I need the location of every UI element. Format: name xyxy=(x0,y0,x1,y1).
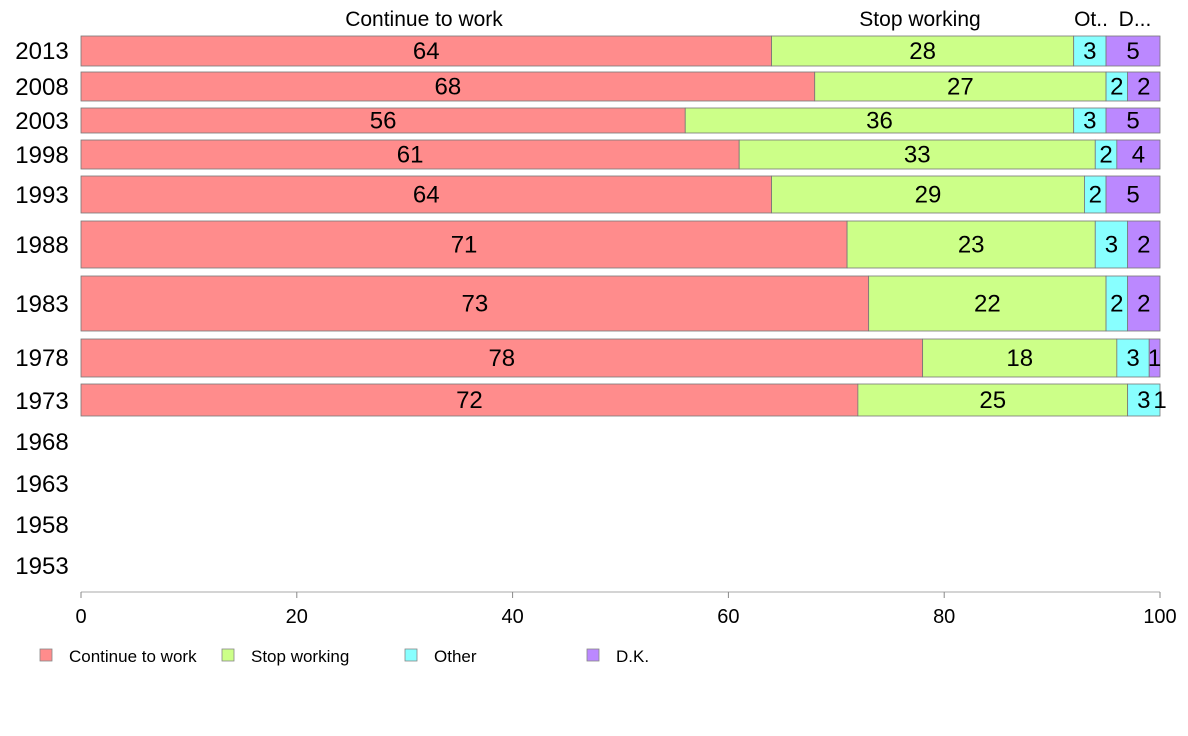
x-tick-label-40: 40 xyxy=(501,606,523,628)
bar-segment-1988-d-k- xyxy=(1127,220,1161,269)
year-label-1953: 1953 xyxy=(15,553,68,580)
bar-segment-1978-other xyxy=(1116,338,1150,378)
data-label-1988-3: 3 xyxy=(1105,232,1118,259)
data-label-1978-3: 3 xyxy=(1126,345,1139,372)
bar-segment-1988-continue-to-work xyxy=(80,220,848,269)
bar-segment-2003-d-k- xyxy=(1105,107,1161,134)
data-label-1988-1: 71 xyxy=(451,232,478,259)
year-labels: 2013 2008 2003 1998 1993 1988 1983 1978 1973 1968… xyxy=(15,38,68,580)
data-label-1973-1: 72 xyxy=(456,387,483,414)
legend-swatch-4 xyxy=(586,648,600,662)
column-header-4: D... xyxy=(1119,8,1152,31)
column-header-2: Stop working xyxy=(859,8,980,31)
bar-segment-1998-continue-to-work xyxy=(80,139,740,170)
bar-segment-2003-continue-to-work xyxy=(80,107,686,134)
bar-segment-1973-other xyxy=(1127,383,1161,417)
year-label-1993: 1993 xyxy=(15,182,68,209)
bar-segment-2013-continue-to-work xyxy=(80,35,772,67)
legend-swatch-1 xyxy=(39,648,53,662)
bar-segment-1978-d-k- xyxy=(1148,338,1161,378)
data-label-2013-4: 5 xyxy=(1126,38,1139,65)
data-label-1998-1: 61 xyxy=(397,142,424,169)
bar-segment-1993-d-k- xyxy=(1105,175,1161,214)
year-label-1963: 1963 xyxy=(15,471,68,498)
year-label-2003: 2003 xyxy=(15,108,68,135)
data-label-1993-4: 5 xyxy=(1126,182,1139,209)
x-tick-label-100: 100 xyxy=(1143,606,1176,628)
data-label-2013-2: 28 xyxy=(909,38,936,65)
legend: Continue to work Stop working Other D.K. xyxy=(39,647,649,666)
bar-segment-2008-stop-working xyxy=(814,71,1107,102)
bar-segment-1998-stop-working xyxy=(738,139,1096,170)
bar-segment-2013-d-k- xyxy=(1105,35,1161,67)
data-label-2003-3: 3 xyxy=(1083,108,1096,135)
data-label-2003-2: 36 xyxy=(866,108,893,135)
year-label-1973: 1973 xyxy=(15,388,68,415)
data-label-1978-2: 18 xyxy=(1006,345,1033,372)
x-tick-label-0: 0 xyxy=(75,606,86,628)
year-label-1958: 1958 xyxy=(15,512,68,539)
data-label-1988-2: 23 xyxy=(958,232,985,259)
bar-segment-2013-other xyxy=(1073,35,1107,67)
legend-label-2: Stop working xyxy=(251,647,349,666)
bar-segment-1973-continue-to-work xyxy=(80,383,859,417)
legend-label-3: Other xyxy=(434,647,477,666)
data-label-1983-3: 2 xyxy=(1110,291,1123,318)
data-label-1973-4: 1 xyxy=(1153,387,1166,414)
column-header-3: Ot.. xyxy=(1074,8,1108,31)
bar-segment-1988-stop-working xyxy=(846,220,1096,269)
data-label-1993-2: 29 xyxy=(915,182,942,209)
bar-segment-1983-stop-working xyxy=(868,275,1107,332)
legend-label-4: D.K. xyxy=(616,647,649,666)
year-label-1978: 1978 xyxy=(15,345,68,372)
bar-segment-2003-other xyxy=(1073,107,1107,134)
data-label-2003-1: 56 xyxy=(370,108,397,135)
data-label-1978-4: 1 xyxy=(1148,345,1161,372)
x-axis: 0 20 40 60 80 100 xyxy=(75,591,1177,628)
data-label-1998-4: 4 xyxy=(1132,142,1145,169)
data-label-1973-3: 3 xyxy=(1137,387,1150,414)
data-label-1998-3: 2 xyxy=(1099,142,1112,169)
bar-segment-1978-stop-working xyxy=(922,338,1118,378)
legend-label-1: Continue to work xyxy=(69,647,197,666)
data-label-1988-4: 2 xyxy=(1137,232,1150,259)
data-label-1993-3: 2 xyxy=(1089,182,1102,209)
year-label-1968: 1968 xyxy=(15,429,68,456)
bar-segment-2003-stop-working xyxy=(684,107,1075,134)
data-label-1998-2: 33 xyxy=(904,142,931,169)
data-label-1973-2: 25 xyxy=(979,387,1006,414)
year-label-2008: 2008 xyxy=(15,74,68,101)
data-label-1983-2: 22 xyxy=(974,291,1001,318)
x-tick-label-80: 80 xyxy=(933,606,955,628)
data-label-1983-1: 73 xyxy=(461,291,488,318)
x-tick-label-20: 20 xyxy=(286,606,308,628)
data-label-2003-4: 5 xyxy=(1126,108,1139,135)
year-label-1988: 1988 xyxy=(15,232,68,259)
legend-swatch-2 xyxy=(221,648,235,662)
bar-segment-2008-continue-to-work xyxy=(80,71,816,102)
column-headers: Continue to work Stop working Ot.. D... xyxy=(345,8,1151,31)
bar-segment-2013-stop-working xyxy=(771,35,1075,67)
bar-segment-2008-d-k- xyxy=(1127,71,1161,102)
year-label-2013: 2013 xyxy=(15,38,68,65)
data-label-1978-1: 78 xyxy=(488,345,515,372)
data-label-1983-4: 2 xyxy=(1137,291,1150,318)
column-header-1: Continue to work xyxy=(345,8,503,31)
bar-segment-1983-continue-to-work xyxy=(80,275,870,332)
data-label-2008-4: 2 xyxy=(1137,74,1150,101)
bar-segment-1983-d-k- xyxy=(1127,275,1161,332)
data-label-2008-3: 2 xyxy=(1110,74,1123,101)
data-label-2013-3: 3 xyxy=(1083,38,1096,65)
data-label-2008-1: 68 xyxy=(435,74,462,101)
year-label-1983: 1983 xyxy=(15,291,68,318)
data-label-2008-2: 27 xyxy=(947,74,974,101)
bar-segment-1998-d-k- xyxy=(1116,139,1161,170)
year-label-1998: 1998 xyxy=(15,142,68,169)
bars-group: 64 28 3 568 27 2 256 36 3 561 33 2 464 29 2 571 23 3 273 22… xyxy=(80,35,1167,417)
x-tick-label-60: 60 xyxy=(717,606,739,628)
data-label-2013-1: 64 xyxy=(413,38,440,65)
data-label-1993-1: 64 xyxy=(413,182,440,209)
legend-swatch-3 xyxy=(404,648,418,662)
